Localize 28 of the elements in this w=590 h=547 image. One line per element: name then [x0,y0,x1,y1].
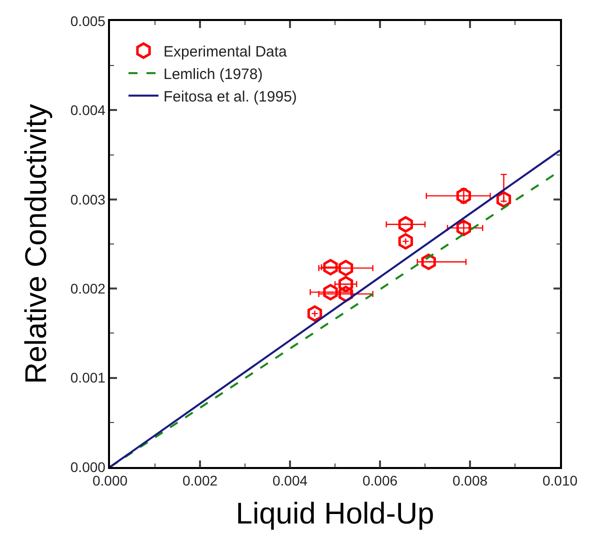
x-tick-label: 0.004 [272,472,308,489]
point [338,260,354,276]
y-tick-label: 0.004 [70,102,106,118]
point [398,233,413,250]
y-tick-label: 0.002 [70,280,106,296]
point [456,188,472,204]
y-tick-label: 0.000 [70,458,106,475]
x-axis-title: Liquid Hold-Up [236,498,434,531]
y-tick-label: 0.005 [70,12,106,29]
point [323,258,338,276]
point [338,276,354,292]
y-tick-label: 0.001 [70,370,106,386]
point [398,216,413,233]
y-tick-label: 0.003 [70,191,106,208]
point [307,305,322,322]
point [323,284,338,300]
x-tick-label: 0.002 [182,472,218,489]
point [421,254,436,270]
point [496,191,512,208]
legend-label: Feitosa et al. (1995) [164,88,297,106]
x-tick-label: 0.006 [362,472,398,489]
y-axis-title: Relative Conductivity [20,104,53,384]
point [456,220,472,236]
legend-label: Experimental Data [164,43,288,60]
x-tick-label: 0.008 [452,472,488,489]
x-tick-label: 0.000 [92,472,128,489]
x-tick-label: 0.010 [542,472,578,489]
legend-label: Lemlich (1978) [164,66,263,83]
